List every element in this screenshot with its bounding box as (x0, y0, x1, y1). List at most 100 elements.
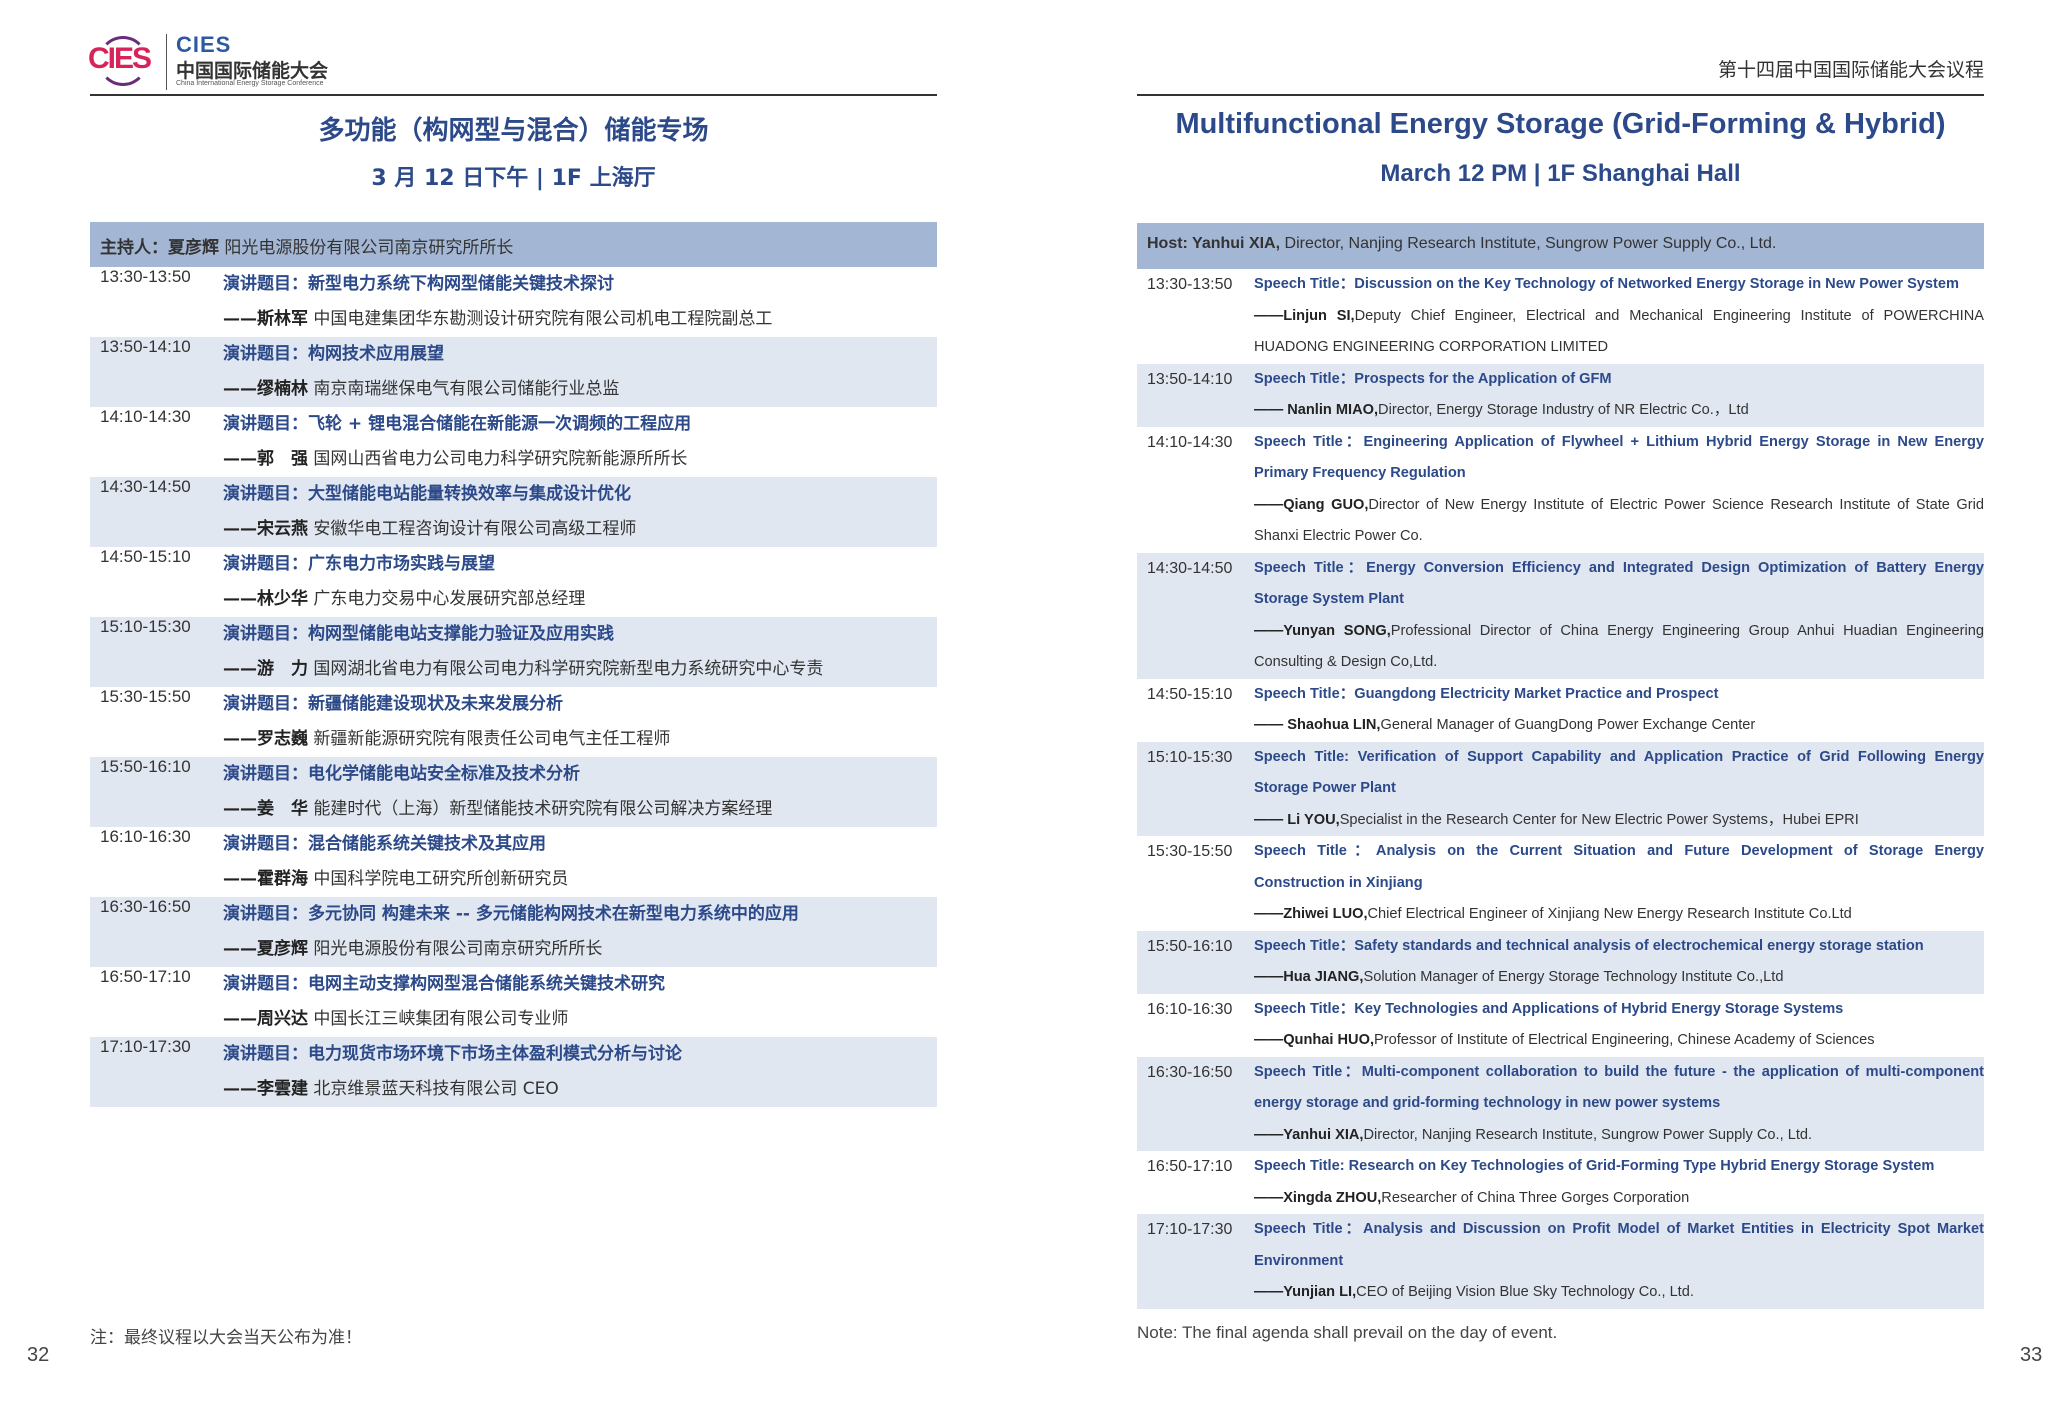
agenda-row: 16:50-17:10 Speech Title: Research on Key… (1137, 1151, 1984, 1214)
right-page-number: 33 (2020, 1344, 2043, 1366)
agenda-row: 16:10-16:30 演讲题目：混合储能系统关键技术及其应用 ——霍群海 中国科学… (90, 827, 937, 897)
speaker-affiliation: 阳光电源股份有限公司南京研究所所长 (313, 939, 603, 959)
speaker-affiliation: 国网山西省电力公司电力科学研究院新能源所所长 (313, 449, 688, 469)
speaker-name: —— Nanlin MIAO, (1254, 402, 1379, 418)
session-content: Speech Title：Guangdong Electricity Marke… (1254, 679, 1984, 742)
speaker-line: ——Xingda ZHOU,Researcher of China Three … (1254, 1183, 1984, 1215)
speech-title: Speech Title：Discussion on the Key Techn… (1254, 276, 1959, 292)
speaker-affiliation: 中国科学院电工研究所创新研究员 (313, 869, 569, 889)
session-time: 16:30-16:50 (100, 897, 191, 916)
speaker-name: ——Xingda ZHOU, (1254, 1189, 1382, 1206)
speaker-line: ——夏彦辉 阳光电源股份有限公司南京研究所所长 (223, 932, 602, 967)
logo-name-cn: 中国国际储能大会 (176, 60, 329, 82)
speaker-affiliation: Director, Nanjing Research Institute, Su… (1363, 1126, 1813, 1143)
session-time: 15:30-15:50 (100, 687, 191, 706)
speaker-line: ——斯林军 中国电建集团华东勘测设计研究院有限公司机电工程院副总工 (223, 302, 772, 337)
session-content: Speech Title：Key Technologies and Applic… (1254, 994, 1984, 1057)
agenda-row: 14:30-14:50 Speech Title：Energy Conversio… (1137, 552, 1984, 679)
session-time: 16:30-16:50 (1147, 1063, 1233, 1081)
session-time: 14:30-14:50 (100, 477, 191, 496)
agenda-row: 13:50-14:10 Speech Title：Prospects for th… (1137, 363, 1984, 427)
session-time: 17:10-17:30 (1147, 1221, 1233, 1238)
session-time: 13:30-13:50 (1147, 276, 1233, 293)
speech-title: 演讲题目：广东电力市场实践与展望 (223, 554, 495, 574)
session-time: 17:10-17:30 (100, 1037, 191, 1056)
speaker-line: ——Yanhui XIA,Director, Nanjing Research … (1254, 1120, 1984, 1152)
session-content: Speech Title：Analysis on the Current Sit… (1254, 836, 1984, 931)
speech-title: Speech Title: Verification of Support Ca… (1254, 748, 1984, 797)
speaker-affiliation: 广东电力交易中心发展研究部总经理 (313, 589, 586, 609)
speaker-line: ——缪楠林 南京南瑞继保电气有限公司储能行业总监 (223, 372, 619, 407)
speaker-affiliation: General Manager of GuangDong Power Excha… (1380, 717, 1756, 733)
speaker-line: ——霍群海 中国科学院电工研究所创新研究员 (223, 862, 568, 897)
speaker-affiliation: 安徽华电工程咨询设计有限公司高级工程师 (313, 519, 637, 539)
speaker-affiliation: Professor of Institute of Electrical Eng… (1374, 1032, 1875, 1048)
speaker-line: ——姜 华 能建时代（上海）新型储能技术研究院有限公司解决方案经理 (223, 792, 772, 827)
speaker-affiliation: Researcher of China Three Gorges Corpora… (1381, 1189, 1690, 1206)
agenda-row: 15:50-16:10 演讲题目：电化学储能电站安全标准及技术分析 ——姜 华 能建… (90, 757, 937, 827)
speaker-name: —— Li YOU, (1254, 811, 1340, 828)
speaker-name: ——Zhiwei LUO, (1254, 906, 1368, 922)
right-page-subtitle: March 12 PM | 1F Shanghai Hall (1380, 160, 1741, 187)
left-host-band: 主持人：夏彦辉 阳光电源股份有限公司南京研究所所长 (90, 222, 937, 267)
speaker-name: ——Qiang GUO, (1254, 496, 1369, 513)
right-host-label: Host: Yanhui XIA, (1147, 235, 1281, 252)
speech-title: 演讲题目：飞轮 + 锂电混合储能在新能源一次调频的工程应用 (223, 414, 692, 434)
agenda-row: 15:30-15:50 Speech Title：Analysis on the … (1137, 836, 1984, 931)
speech-title: 演讲题目：构网型储能电站支撑能力验证及应用实践 (223, 624, 614, 644)
speaker-affiliation: 中国长江三峡集团有限公司专业师 (313, 1009, 569, 1029)
speaker-line: ——Hua JIANG,Solution Manager of Energy S… (1254, 962, 1984, 994)
logo-name-en: China International Energy Storage Confe… (176, 80, 324, 87)
left-footer-note: 注：最终议程以大会当天公布为准！ (90, 1328, 362, 1348)
speaker-line: ——Yunyan SONG,Professional Director of C… (1254, 616, 1984, 679)
speaker-name: ——宋云燕 (223, 519, 308, 539)
speaker-name: ——Qunhai HUO, (1254, 1032, 1374, 1048)
cies-logo-mark: CIES (88, 32, 160, 92)
speaker-name: ——姜 华 (223, 799, 308, 819)
speaker-name: ——Yunyan SONG, (1254, 622, 1391, 639)
agenda-row: 14:30-14:50 演讲题目：大型储能电站能量转换效率与集成设计优化 ——宋云燕… (90, 477, 937, 547)
left-header-rule (90, 94, 937, 96)
agenda-row: 15:10-15:30 演讲题目：构网型储能电站支撑能力验证及应用实践 ——游 力 … (90, 617, 937, 687)
speaker-affiliation: Director, Energy Storage Industry of NR … (1378, 402, 1749, 418)
right-agenda-list: 13:30-13:50 Speech Title：Discussion on th… (1137, 269, 1984, 1309)
speech-title: 演讲题目：大型储能电站能量转换效率与集成设计优化 (223, 484, 631, 504)
session-content: Speech Title：Discussion on the Key Techn… (1254, 269, 1984, 364)
speaker-affiliation: 北京维景蓝天科技有限公司 CEO (313, 1079, 559, 1099)
right-header-rule (1137, 94, 1984, 96)
left-host-label: 主持人：夏彦辉 (100, 238, 219, 258)
speaker-line: —— Nanlin MIAO,Director, Energy Storage … (1254, 395, 1984, 427)
speaker-name: ——罗志巍 (223, 729, 308, 749)
logo-divider (166, 34, 167, 90)
speaker-affiliation: Director of New Energy Institute of Elec… (1254, 496, 1985, 545)
session-time: 15:50-16:10 (100, 757, 191, 776)
speaker-line: ——周兴达 中国长江三峡集团有限公司专业师 (223, 1002, 568, 1037)
speech-title: Speech Title：Prospects for the Applicati… (1254, 370, 1612, 387)
session-time: 15:10-15:30 (1147, 748, 1233, 766)
agenda-row: 16:30-16:50 演讲题目：多元协同 构建未来 -- 多元储能构网技术在新型… (90, 897, 937, 967)
speaker-name: ——李雲建 (223, 1079, 308, 1099)
agenda-row: 16:10-16:30 Speech Title：Key Technologies… (1137, 994, 1984, 1057)
agenda-row: 13:50-14:10 演讲题目：构网技术应用展望 ——缪楠林 南京南瑞继保电气有限… (90, 337, 937, 407)
agenda-row: 14:10-14:30 演讲题目：飞轮 + 锂电混合储能在新能源一次调频的工程应用… (90, 407, 937, 477)
speech-title: Speech Title：Multi-component collaborati… (1254, 1063, 1984, 1112)
left-host-info: 阳光电源股份有限公司南京研究所所长 (224, 238, 514, 258)
session-content: Speech Title：Analysis and Discussion on … (1254, 1214, 1984, 1309)
left-page-number: 32 (27, 1344, 50, 1366)
speaker-line: ——罗志巍 新疆新能源研究院有限责任公司电气主任工程师 (223, 722, 670, 757)
speaker-name: ——Yunjian LI, (1254, 1284, 1357, 1300)
agenda-row: 14:50-15:10 演讲题目：广东电力市场实践与展望 ——林少华 广东电力交易中… (90, 547, 937, 617)
speaker-affiliation: Specialist in the Research Center for Ne… (1339, 811, 1859, 828)
session-time: 14:30-14:50 (1147, 559, 1233, 577)
speaker-line: ——Qiang GUO,Director of New Energy Insti… (1254, 490, 1984, 553)
agenda-row: 16:50-17:10 演讲题目：电网主动支撑构网型混合储能系统关键技术研究 ——周… (90, 967, 937, 1037)
session-time: 16:50-17:10 (1147, 1158, 1233, 1175)
speaker-line: ——林少华 广东电力交易中心发展研究部总经理 (223, 582, 585, 617)
speech-title: 演讲题目：混合储能系统关键技术及其应用 (223, 834, 546, 854)
logo-brand: CIES (176, 32, 232, 57)
speaker-line: ——Yunjian LI,CEO of Beijing Vision Blue … (1254, 1277, 1984, 1309)
speaker-name: —— Shaohua LIN, (1254, 717, 1381, 733)
agenda-row: 15:10-15:30 Speech Title: Verification of… (1137, 741, 1984, 836)
session-time: 16:10-16:30 (100, 827, 191, 846)
session-content: Speech Title：Safety standards and techni… (1254, 931, 1984, 994)
